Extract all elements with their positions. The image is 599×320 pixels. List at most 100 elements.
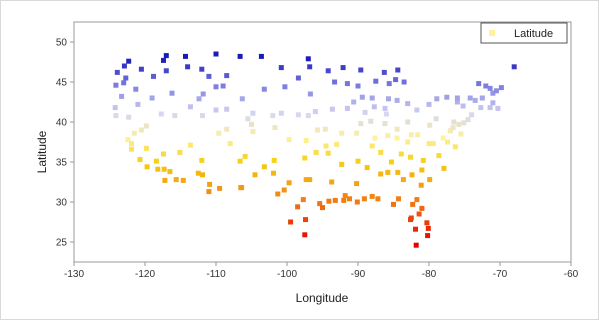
data-point <box>400 177 406 183</box>
data-point <box>405 101 411 107</box>
data-point <box>414 107 420 113</box>
data-point <box>187 142 193 148</box>
data-point <box>413 226 418 232</box>
data-point <box>207 181 213 187</box>
data-point <box>286 180 292 186</box>
x-tick-label: -80 <box>422 269 437 280</box>
data-point <box>261 164 267 170</box>
data-point <box>410 201 416 207</box>
data-point <box>368 118 374 124</box>
data-point <box>282 84 288 90</box>
data-point <box>200 91 206 97</box>
data-point <box>332 197 338 203</box>
legend: Latitude <box>480 22 568 44</box>
data-point <box>167 169 173 175</box>
data-point <box>252 172 258 178</box>
data-point <box>355 158 361 164</box>
data-point <box>341 197 347 203</box>
data-point <box>388 159 394 165</box>
x-tick-label: -100 <box>277 269 297 280</box>
data-point <box>354 130 360 136</box>
data-point <box>469 112 475 118</box>
data-point <box>121 63 127 69</box>
data-point <box>358 67 364 73</box>
data-point <box>347 196 352 202</box>
data-point <box>433 116 439 122</box>
data-point <box>427 122 433 128</box>
data-point <box>405 139 411 145</box>
data-point <box>200 172 205 178</box>
data-point <box>381 69 387 75</box>
data-point <box>323 143 329 149</box>
data-point <box>408 217 413 223</box>
x-axis-title: Longitude <box>296 291 349 305</box>
data-point <box>426 101 432 107</box>
data-point <box>430 141 436 147</box>
data-point <box>200 113 205 119</box>
data-point <box>278 65 284 71</box>
data-point <box>206 189 212 195</box>
data-point <box>153 158 159 164</box>
data-point <box>322 126 328 132</box>
y-tick-label: 40 <box>56 118 68 129</box>
data-point <box>113 113 119 119</box>
data-point <box>329 106 335 112</box>
data-point <box>131 130 137 136</box>
data-point <box>344 81 350 87</box>
data-point <box>375 196 381 202</box>
data-point <box>385 169 391 175</box>
data-point <box>138 66 144 72</box>
legend-box <box>480 22 568 44</box>
data-point <box>361 196 367 202</box>
data-point <box>114 69 120 75</box>
data-point <box>386 96 391 102</box>
y-tick-label: 45 <box>56 78 68 89</box>
data-point <box>332 79 338 85</box>
data-point <box>419 205 425 211</box>
data-point <box>409 172 415 178</box>
data-point <box>354 181 360 187</box>
data-point <box>495 105 501 111</box>
data-point <box>307 91 313 97</box>
plot-area <box>73 21 572 263</box>
data-point <box>129 141 134 147</box>
data-point <box>272 125 278 131</box>
data-point <box>351 99 357 105</box>
y-tick-label: 30 <box>56 198 68 209</box>
data-point <box>237 158 243 164</box>
x-tick-label: -70 <box>493 269 508 280</box>
data-point <box>258 53 264 59</box>
data-point <box>135 101 141 107</box>
y-tick-label: 35 <box>56 158 68 169</box>
data-point <box>378 149 384 155</box>
data-point <box>216 130 222 136</box>
plot-border <box>73 21 572 263</box>
data-point <box>149 95 155 101</box>
data-point <box>129 146 134 152</box>
data-point <box>467 95 473 101</box>
data-point <box>493 88 499 94</box>
data-point <box>511 64 517 70</box>
data-point <box>307 64 313 70</box>
data-point <box>224 126 230 132</box>
data-point <box>213 51 219 57</box>
data-point <box>250 110 256 116</box>
data-point <box>395 169 401 175</box>
data-point <box>354 199 360 205</box>
data-point <box>180 177 186 183</box>
data-point <box>143 145 149 151</box>
data-point <box>364 165 370 171</box>
data-point <box>447 128 453 134</box>
data-point <box>479 95 485 101</box>
data-point <box>396 196 401 202</box>
data-point <box>302 232 308 238</box>
data-point <box>155 166 161 172</box>
data-point <box>436 153 442 159</box>
data-point <box>138 127 144 133</box>
data-point <box>458 131 464 137</box>
data-point <box>300 197 306 203</box>
data-point <box>472 97 478 103</box>
data-point <box>413 242 419 248</box>
